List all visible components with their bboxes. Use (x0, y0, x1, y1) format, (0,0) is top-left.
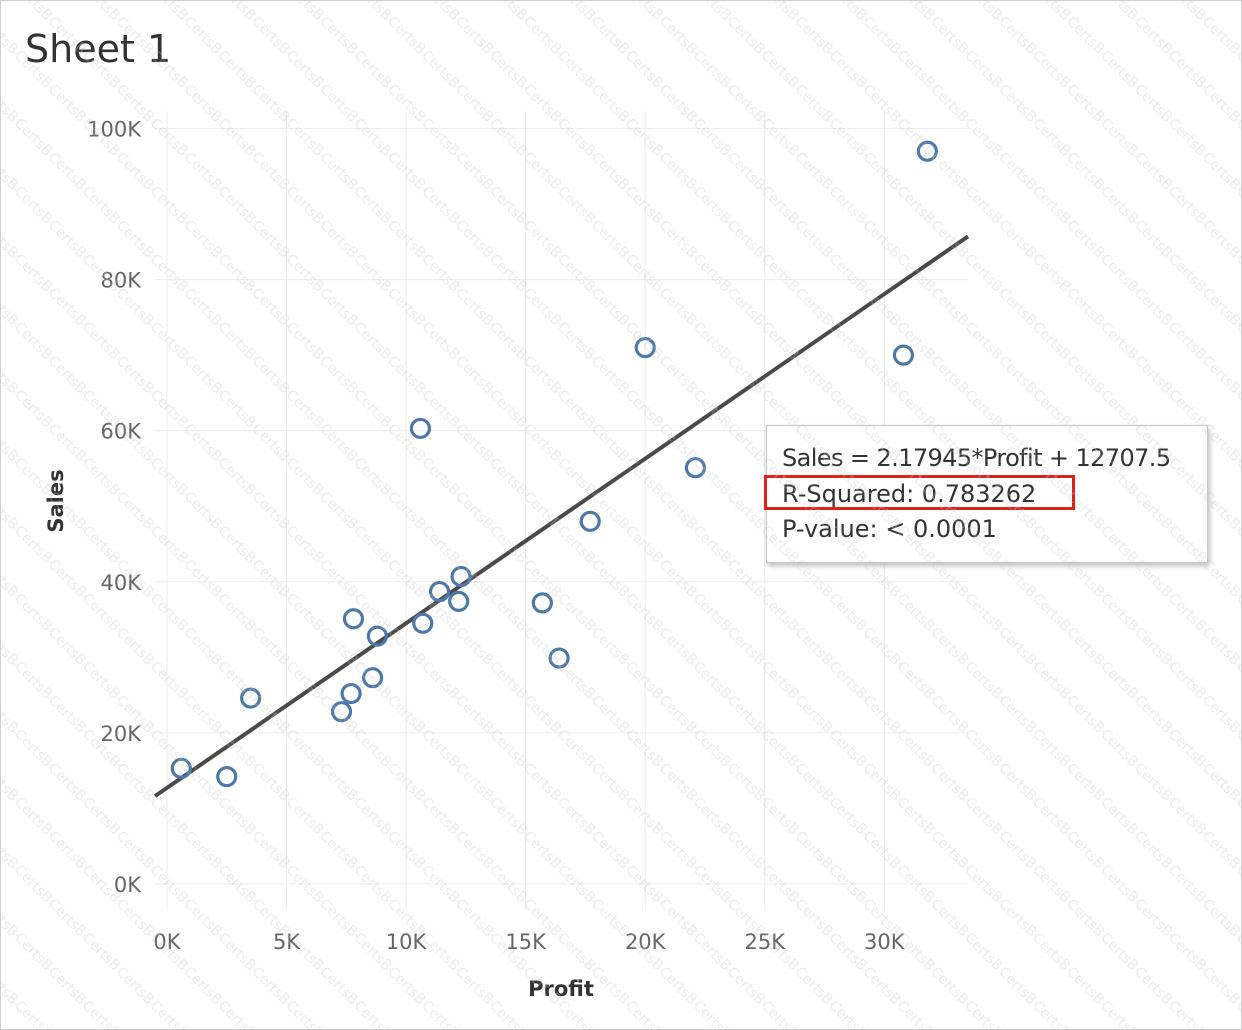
y-tick-label: 40K (101, 571, 143, 595)
x-tick-label: 10K (386, 930, 428, 954)
data-point[interactable] (531, 592, 553, 614)
data-point[interactable] (361, 667, 384, 689)
data-point[interactable] (170, 757, 192, 779)
y-tick-label: 100K (87, 118, 142, 142)
p-value: P-value: < 0.0001 (782, 515, 997, 543)
y-tick-label: 60K (101, 420, 143, 444)
x-axis-title: Profit (528, 977, 594, 1001)
x-tick-label: 30K (864, 930, 906, 954)
y-tick-label: 0K (114, 873, 142, 897)
trend-equation: Sales = 2.17945*Profit + 12707.5 (782, 444, 1171, 472)
y-tick-label: 20K (101, 722, 143, 746)
y-tick-label: 80K (101, 269, 143, 293)
x-tick-label: 25K (745, 930, 787, 954)
data-point[interactable] (450, 565, 472, 588)
data-point[interactable] (216, 766, 238, 788)
data-point[interactable] (684, 457, 707, 479)
data-point[interactable] (579, 510, 601, 532)
x-tick-label: 15K (505, 930, 547, 954)
data-point[interactable] (342, 608, 365, 630)
x-tick-label: 5K (273, 930, 301, 954)
x-tick-label: 0K (153, 930, 181, 954)
data-point[interactable] (916, 140, 938, 162)
data-point[interactable] (330, 701, 353, 723)
data-point[interactable] (412, 612, 434, 634)
x-tick-label: 20K (625, 930, 667, 954)
data-point[interactable] (548, 647, 570, 669)
y-axis-title: Sales (44, 469, 68, 532)
data-point[interactable] (448, 590, 470, 612)
r-squared-highlight-box (764, 475, 1075, 510)
data-point[interactable] (340, 682, 362, 705)
data-point[interactable] (409, 417, 432, 440)
data-point[interactable] (892, 344, 915, 366)
data-point[interactable] (240, 687, 262, 709)
